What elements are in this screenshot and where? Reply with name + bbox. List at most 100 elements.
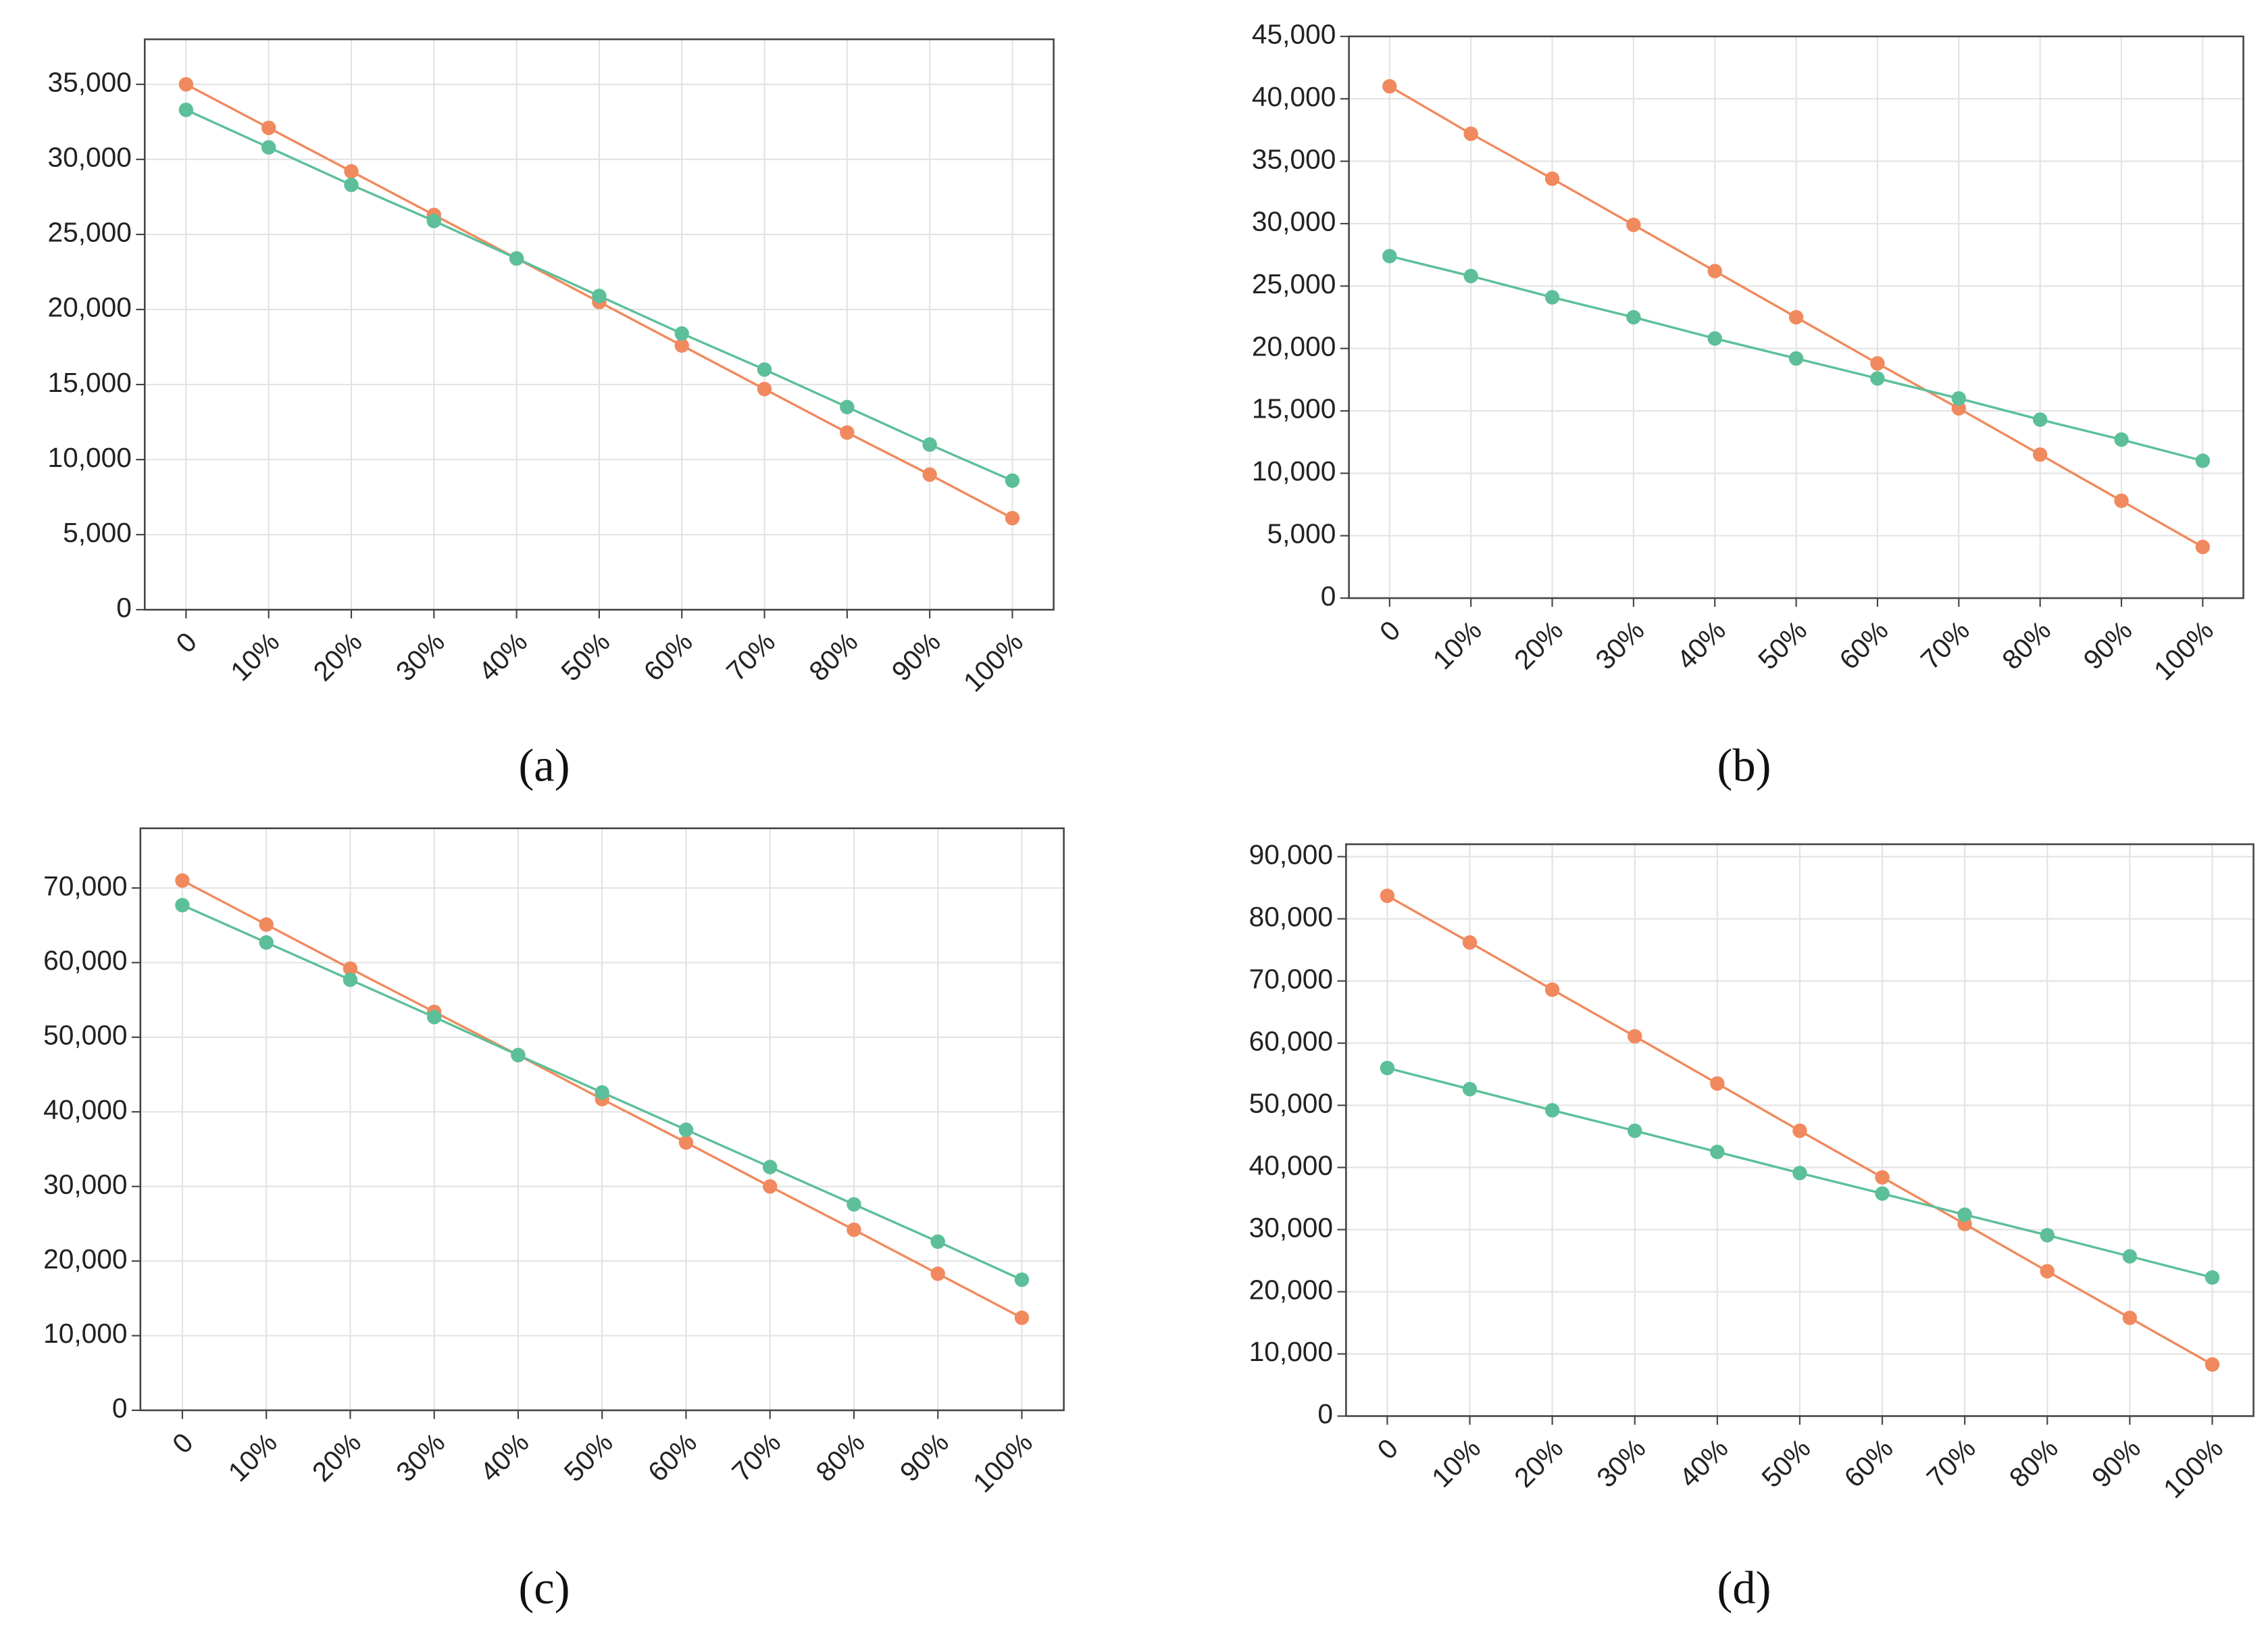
x-tick-label: 100% — [2148, 614, 2219, 686]
data-point — [757, 381, 772, 397]
data-point — [922, 437, 937, 452]
x-tick-label: 10% — [1426, 1433, 1486, 1493]
data-point — [2032, 447, 2048, 462]
x-tick-label: 20% — [1508, 614, 1569, 675]
y-tick-label: 5,000 — [63, 517, 132, 548]
x-tick-label: 30% — [1590, 1433, 1651, 1493]
y-tick-label: 20,000 — [43, 1243, 127, 1275]
data-point — [1544, 982, 1560, 997]
y-tick-label: 40,000 — [43, 1094, 127, 1125]
data-point — [343, 961, 358, 976]
x-tick-label: 90% — [894, 1427, 955, 1487]
x-tick-label: 30% — [390, 626, 451, 687]
data-point — [1707, 331, 1722, 346]
data-point — [1792, 1123, 1807, 1139]
y-tick-label: 25,000 — [47, 217, 131, 248]
data-point — [1788, 351, 1804, 366]
data-point — [2114, 493, 2129, 508]
plot-frame — [139, 827, 1065, 1412]
x-tick-label: 70% — [726, 1427, 786, 1487]
data-point — [930, 1266, 945, 1281]
data-point — [1463, 126, 1478, 141]
data-point — [1382, 249, 1397, 264]
x-tick-label: 0 — [1374, 614, 1407, 647]
data-point — [1014, 1272, 1030, 1287]
x-tick-label: 40% — [1671, 614, 1732, 675]
data-point — [1710, 1076, 1725, 1091]
y-tick-label: 70,000 — [43, 870, 127, 901]
y-tick-label: 80,000 — [1249, 901, 1333, 932]
x-tick-label: 40% — [474, 1427, 535, 1487]
data-point — [678, 1135, 694, 1150]
data-point — [2122, 1249, 2138, 1264]
x-tick-label: 30% — [1589, 614, 1650, 675]
x-tick-label: 80% — [2003, 1433, 2064, 1493]
x-tick-label: 0 — [170, 626, 203, 660]
data-point — [178, 102, 194, 118]
data-point — [2204, 1357, 2220, 1372]
data-point — [1005, 473, 1020, 488]
y-tick-label: 30,000 — [1249, 1212, 1333, 1243]
plot-frame — [143, 38, 1055, 611]
plot-frame — [1345, 843, 2254, 1417]
y-tick-label: 0 — [116, 592, 132, 623]
x-tick-label: 50% — [555, 626, 615, 687]
data-point — [1544, 171, 1560, 187]
data-point — [1628, 1123, 1642, 1139]
x-tick-label: 20% — [307, 626, 368, 687]
data-point — [1870, 371, 1885, 386]
y-tick-label: 0 — [112, 1393, 128, 1424]
x-tick-label: 90% — [886, 626, 947, 687]
data-point — [1380, 888, 1395, 904]
data-point — [259, 935, 274, 950]
y-tick-label: 40,000 — [1252, 81, 1336, 112]
y-tick-label: 20,000 — [1249, 1274, 1333, 1305]
data-point — [1380, 1060, 1395, 1076]
data-point — [509, 251, 524, 266]
caption: (b) — [1717, 740, 1771, 791]
data-point — [1875, 1170, 1890, 1185]
y-tick-label: 50,000 — [43, 1020, 127, 1051]
data-point — [1014, 1310, 1030, 1325]
y-tick-label: 25,000 — [1252, 268, 1336, 299]
caption: (a) — [518, 740, 570, 791]
data-point — [847, 1222, 861, 1237]
data-point — [922, 467, 937, 483]
data-point — [1544, 290, 1560, 305]
data-point — [261, 120, 276, 135]
data-point — [511, 1047, 526, 1063]
y-tick-label: 40,000 — [1249, 1149, 1333, 1181]
data-point — [344, 164, 359, 179]
data-point — [2122, 1310, 2138, 1325]
data-point — [678, 1122, 694, 1137]
x-tick-label: 100% — [967, 1427, 1038, 1498]
data-point — [2040, 1264, 2055, 1279]
data-point — [1462, 1081, 1478, 1097]
x-tick-label: 80% — [803, 626, 863, 687]
x-tick-label: 40% — [472, 626, 533, 687]
x-tick-label: 60% — [642, 1427, 703, 1487]
x-tick-label: 100% — [2157, 1433, 2229, 1504]
y-tick-label: 20,000 — [1252, 330, 1336, 362]
y-tick-label: 0 — [1321, 580, 1336, 612]
data-point — [175, 897, 190, 913]
data-point — [1628, 1029, 1642, 1044]
x-tick-label: 50% — [1752, 614, 1813, 675]
data-point — [1875, 1186, 1890, 1201]
y-tick-label: 30,000 — [47, 142, 131, 173]
data-point — [426, 214, 442, 228]
y-tick-label: 70,000 — [1249, 963, 1333, 994]
x-tick-label: 10% — [1427, 614, 1488, 675]
y-tick-label: 15,000 — [1252, 393, 1336, 424]
y-tick-label: 10,000 — [47, 442, 131, 473]
data-point — [2195, 539, 2211, 555]
data-point — [1788, 310, 1804, 325]
x-tick-label: 70% — [1915, 614, 1975, 675]
data-point — [343, 972, 358, 987]
y-tick-label: 30,000 — [1252, 206, 1336, 237]
data-point — [2195, 453, 2211, 468]
y-tick-label: 30,000 — [43, 1168, 127, 1200]
x-tick-label: 70% — [720, 626, 781, 687]
